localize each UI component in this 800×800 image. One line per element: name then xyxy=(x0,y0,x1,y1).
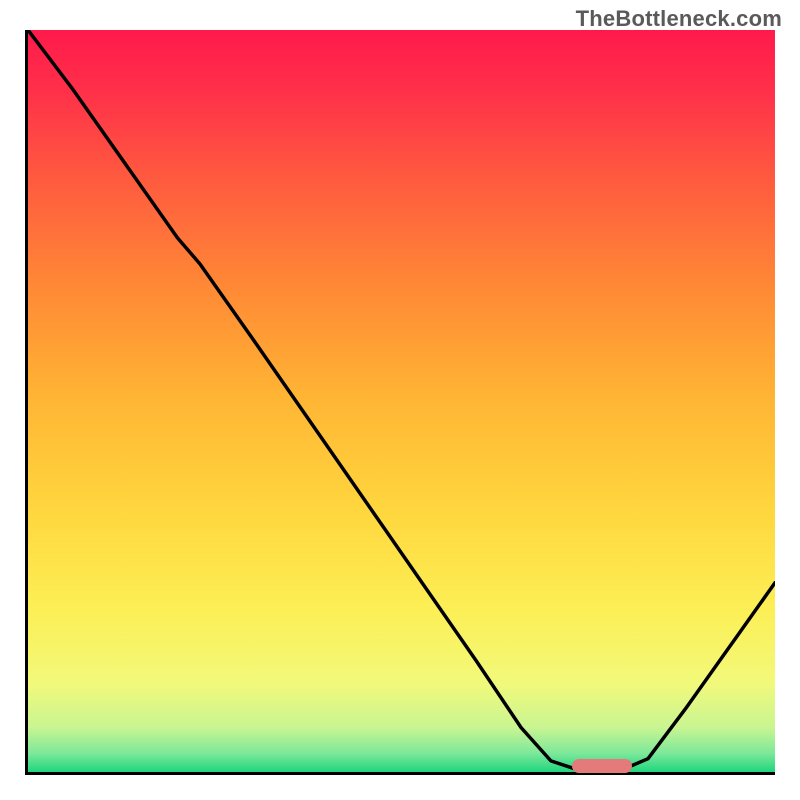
plot-area xyxy=(25,30,775,775)
chart-container: TheBottleneck.com xyxy=(0,0,800,800)
optimal-marker xyxy=(572,759,632,772)
watermark-text: TheBottleneck.com xyxy=(576,6,782,32)
bottleneck-curve xyxy=(28,30,775,772)
